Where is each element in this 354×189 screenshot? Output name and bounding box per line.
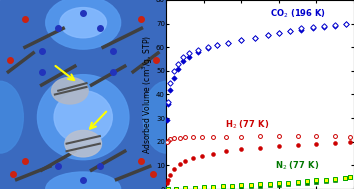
Text: CO$_2$ (196 K): CO$_2$ (196 K) [270, 8, 326, 20]
Ellipse shape [38, 75, 129, 160]
Text: H$_2$ (77 K): H$_2$ (77 K) [224, 119, 269, 131]
Ellipse shape [46, 172, 121, 189]
Text: N$_2$ (77 K): N$_2$ (77 K) [275, 160, 319, 172]
Ellipse shape [46, 0, 121, 49]
Ellipse shape [52, 77, 88, 104]
Y-axis label: Adsorbed Volume (cm$^3$/g, STP): Adsorbed Volume (cm$^3$/g, STP) [140, 35, 155, 154]
Ellipse shape [65, 130, 102, 157]
Ellipse shape [143, 81, 190, 153]
Ellipse shape [54, 91, 112, 144]
Ellipse shape [0, 81, 23, 153]
Ellipse shape [60, 8, 107, 38]
